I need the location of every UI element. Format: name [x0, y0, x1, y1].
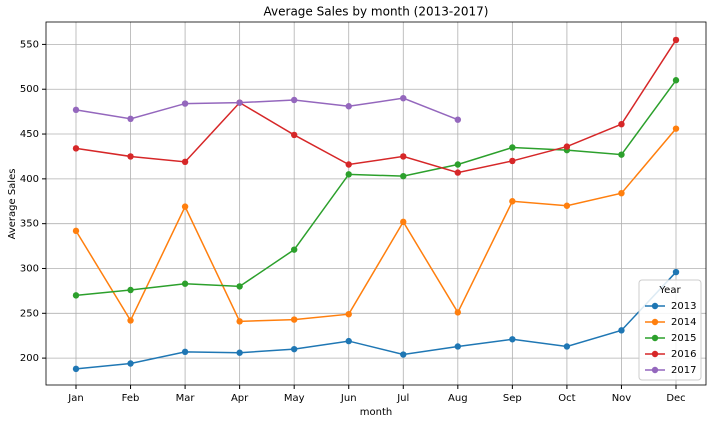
data-point: [181, 280, 189, 287]
data-point: [563, 143, 571, 150]
data-point: [290, 246, 298, 253]
data-point: [181, 100, 189, 107]
data-point: [345, 171, 352, 178]
data-point: [509, 157, 516, 165]
y-tick-label: 550: [20, 39, 39, 50]
data-point: [400, 351, 407, 358]
data-point: [181, 348, 189, 356]
data-point: [127, 153, 134, 160]
series-line: [75, 79, 677, 297]
legend-marker: [651, 318, 659, 326]
data-point: [127, 115, 134, 123]
data-point: [509, 336, 516, 343]
data-point: [290, 131, 298, 139]
y-tick-label: 500: [20, 84, 39, 95]
y-tick-label: 200: [20, 353, 39, 364]
x-tick-label: Jul: [396, 393, 409, 404]
data-point: [454, 169, 462, 176]
series-line: [75, 39, 677, 174]
data-point: [400, 94, 407, 102]
y-tick-label: 300: [20, 263, 39, 274]
y-axis-label: Average Sales: [7, 169, 18, 240]
data-point: [290, 345, 298, 353]
legend-label: 2016: [671, 349, 696, 360]
x-tick-label: May: [284, 393, 305, 404]
data-point: [72, 227, 80, 235]
data-point: [454, 116, 462, 123]
data-point: [345, 337, 352, 345]
data-point: [127, 360, 134, 367]
legend-title: Year: [658, 285, 681, 296]
y-tick-label: 450: [20, 129, 39, 140]
data-point: [618, 151, 625, 158]
data-point: [672, 125, 680, 132]
data-point: [127, 286, 134, 294]
legend-label: 2015: [671, 333, 696, 344]
data-point: [563, 343, 571, 350]
data-point: [72, 365, 80, 373]
data-point: [181, 158, 189, 166]
data-point: [236, 349, 243, 356]
data-point: [345, 103, 352, 110]
x-tick-label: Mar: [176, 393, 196, 404]
data-point: [72, 106, 80, 114]
y-tick-label: 400: [20, 174, 39, 185]
series-line: [75, 271, 677, 370]
x-tick-label: Jan: [67, 393, 83, 404]
data-point: [618, 189, 625, 197]
data-point: [400, 172, 407, 180]
data-point: [236, 283, 243, 290]
legend-label: 2013: [671, 301, 696, 312]
data-point: [400, 218, 407, 226]
chart-title: Average Sales by month (2013-2017): [264, 5, 489, 19]
data-point: [290, 96, 298, 104]
series-line: [75, 97, 459, 121]
y-tick-label: 250: [20, 308, 39, 319]
data-point: [618, 120, 625, 128]
legend-marker: [651, 302, 659, 310]
plot-frame: [45, 21, 707, 386]
x-tick-label: Jun: [340, 393, 357, 404]
data-point: [345, 161, 352, 168]
data-point: [127, 317, 134, 324]
data-point: [454, 343, 462, 350]
x-tick-label: Nov: [612, 393, 632, 404]
x-axis-label: month: [360, 407, 392, 418]
data-point: [400, 153, 407, 160]
data-point: [618, 327, 625, 334]
data-point: [454, 309, 462, 316]
x-tick-label: Oct: [558, 393, 575, 404]
x-tick-label: Aug: [448, 393, 468, 404]
series-line: [75, 128, 677, 323]
data-point: [345, 310, 352, 318]
data-point: [672, 268, 680, 276]
data-point: [509, 144, 516, 151]
data-point: [672, 36, 680, 44]
data-point: [72, 145, 80, 152]
x-tick-label: Feb: [122, 393, 140, 404]
x-tick-label: Apr: [231, 393, 249, 404]
data-point: [290, 316, 298, 323]
data-point: [72, 292, 80, 299]
legend-label: 2017: [671, 365, 696, 376]
x-tick-label: Sep: [503, 393, 522, 404]
data-point: [236, 99, 243, 106]
data-point: [236, 318, 243, 325]
legend-marker: [651, 350, 659, 358]
data-point: [181, 203, 189, 210]
data-point: [454, 161, 462, 168]
data-point: [509, 198, 516, 205]
legend-marker: [651, 334, 659, 342]
data-point: [672, 77, 680, 84]
x-tick-label: Dec: [666, 393, 685, 404]
legend-label: 2014: [671, 317, 696, 328]
legend-marker: [651, 366, 659, 374]
y-tick-label: 350: [20, 219, 39, 230]
data-point: [563, 202, 571, 209]
